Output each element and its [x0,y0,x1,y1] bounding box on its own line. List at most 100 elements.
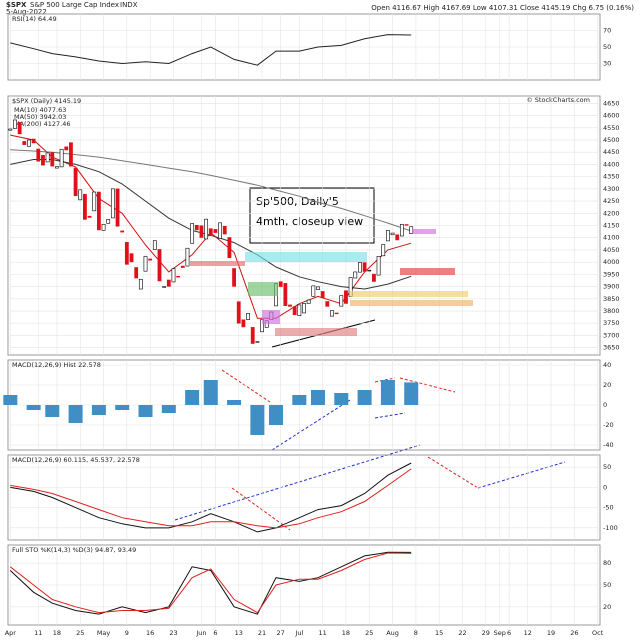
y-tick-label: -100 [603,524,618,532]
x-tick-label: Aug [386,629,399,637]
y-tick-label: 4600 [603,112,620,120]
y-tick-label: 4550 [603,124,620,132]
candle [311,285,316,297]
panel-title: $SPX (Daily) 4145.19 [12,97,81,105]
candle [232,268,236,287]
panel: -100 -50 0 50 MACD(12,26,9) 60.115, 45.537, … [7,454,618,541]
candle [334,312,339,315]
histogram-bar [26,405,41,410]
indicator-line [10,468,412,529]
candle [376,255,381,276]
candle [339,295,344,307]
candle [386,230,390,242]
candle [115,188,120,227]
candle [27,139,31,147]
y-tick-label: 4100 [603,234,620,242]
panel-title: MACD(12,26,9) 60.115, 45.537, 22.578 [12,456,140,464]
panel-title: MACD(12,26,9) Hist 22.578 [12,361,101,369]
x-tick-label: Sep [494,629,506,637]
candle [8,128,13,131]
x-tick-label: May [97,629,111,637]
candle [222,225,227,235]
candle [59,148,64,168]
x-tick-label: 6 [507,629,511,637]
candle [96,191,101,231]
histogram-bar [3,395,18,405]
candle [399,223,404,237]
x-tick-label: 9 [125,629,129,637]
x-tick-label: 19 [547,629,555,637]
candle [162,286,167,288]
candle [278,281,283,287]
histogram-bar [115,405,130,410]
y-tick-label: 50 [603,463,611,471]
x-tick-label: 21 [258,629,266,637]
y-tick-label: 3650 [603,344,620,352]
annotation: 4mth, closeup view [256,215,363,228]
candle [31,138,36,144]
candle [227,237,232,259]
panel: 3650 3700 3750 3800 3850 3900 3950 4000 4050 4100… [7,95,620,356]
y-tick-label: 50 [603,581,611,589]
date: 5-Aug-2022 [6,8,47,16]
candle [330,310,334,317]
candle [143,256,148,272]
x-tick-label: Apr [5,629,17,637]
legend-entry: MA(10) 4077.63 [14,106,66,114]
candle [213,229,218,233]
candle [138,278,143,290]
candle [92,191,97,212]
candle [166,279,171,287]
histogram-bar [380,380,395,405]
candle [372,273,376,282]
moving-average [10,149,412,232]
candle [129,253,134,263]
candle [22,141,27,145]
histogram-bar [68,405,83,423]
y-tick-label: 50 [603,43,611,51]
indicator-line [10,34,412,66]
candle [395,234,400,241]
candle [106,219,111,224]
candle [204,218,209,240]
x-tick-label: 13 [235,629,243,637]
candle [120,230,125,233]
quote: Open 4116.67 High 4167.69 Low 4107.31 Cl… [371,4,634,12]
y-tick-label: 3700 [603,331,620,339]
candle [17,122,22,135]
histogram-bar [138,405,153,417]
x-tick-label: 11 [319,629,327,637]
legend-entry: MA(200) 4127.46 [14,120,70,128]
candle [134,267,139,279]
annotation-box [249,187,375,244]
y-tick-label: 40 [603,361,611,369]
candle [50,152,55,167]
candle [325,301,330,307]
candle [110,188,115,219]
x-tick-label: 11 [34,629,42,637]
histogram-bar [45,405,60,417]
candle [362,262,367,272]
candle [302,303,306,314]
indicator-line [10,462,412,533]
panel-title: Full STO %K(14,3) %D(3) 94.87, 93.49 [12,546,136,554]
candle [36,148,41,162]
zone [350,291,468,297]
candle [199,225,204,238]
candle [78,189,83,201]
trendline [374,412,406,419]
candle [190,223,195,244]
x-tick-label: 26 [570,629,578,637]
candle [390,232,395,236]
candle [152,240,157,250]
histogram-bar [334,393,349,405]
candle [208,228,213,237]
candle [292,306,297,315]
candle [250,327,255,344]
y-tick-label: 4000 [603,258,620,266]
y-tick-label: 4250 [603,197,620,205]
histogram-bar [310,390,325,405]
zone [190,261,245,266]
y-tick-label: 4350 [603,173,620,181]
